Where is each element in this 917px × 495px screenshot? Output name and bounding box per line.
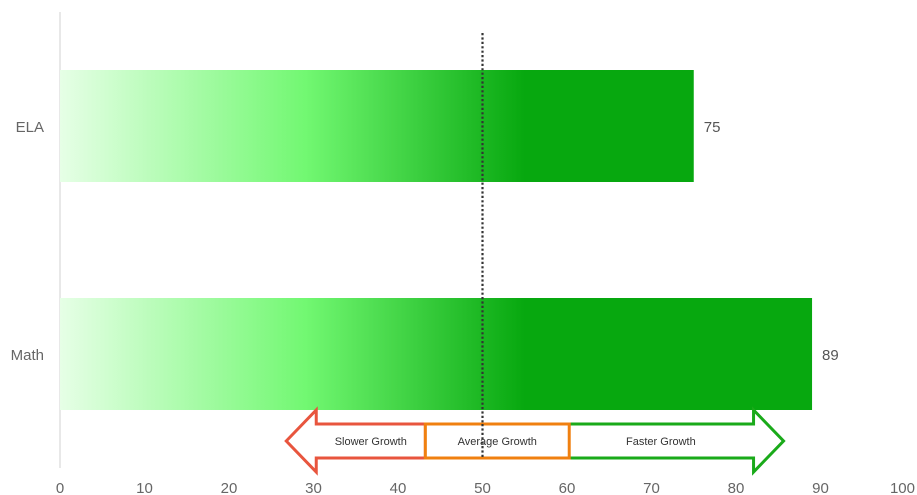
x-tick-label: 70 — [643, 480, 660, 495]
faster-growth-arrow — [566, 406, 786, 476]
x-tick-label: 30 — [305, 480, 322, 495]
category-label: ELA — [16, 119, 44, 136]
category-label: Math — [11, 347, 44, 364]
x-tick-label: 0 — [56, 480, 64, 495]
data-label: 75 — [704, 119, 721, 136]
growth-legend: Slower Growth Faster Growth Average Growth — [284, 406, 786, 476]
x-tick-label: 60 — [559, 480, 576, 495]
average-growth-box — [423, 422, 571, 460]
data-label: 89 — [822, 347, 839, 364]
x-tick-label: 100 — [890, 480, 915, 495]
x-tick-label: 40 — [390, 480, 407, 495]
average-growth-label: Average Growth — [458, 436, 537, 448]
bar-math — [60, 298, 813, 410]
x-tick-label: 80 — [728, 480, 745, 495]
x-axis-ticks: 0 10 20 30 40 50 60 70 80 90 100 — [56, 480, 915, 495]
bars-layer: ELA 75 Math 89 — [11, 70, 839, 410]
x-tick-label: 20 — [221, 480, 238, 495]
x-tick-label: 90 — [812, 480, 829, 495]
x-tick-label: 50 — [474, 480, 491, 495]
slower-growth-label: Slower Growth — [335, 436, 407, 448]
faster-growth-label: Faster Growth — [626, 436, 696, 448]
x-tick-label: 10 — [136, 480, 153, 495]
bar-ela — [60, 70, 694, 182]
